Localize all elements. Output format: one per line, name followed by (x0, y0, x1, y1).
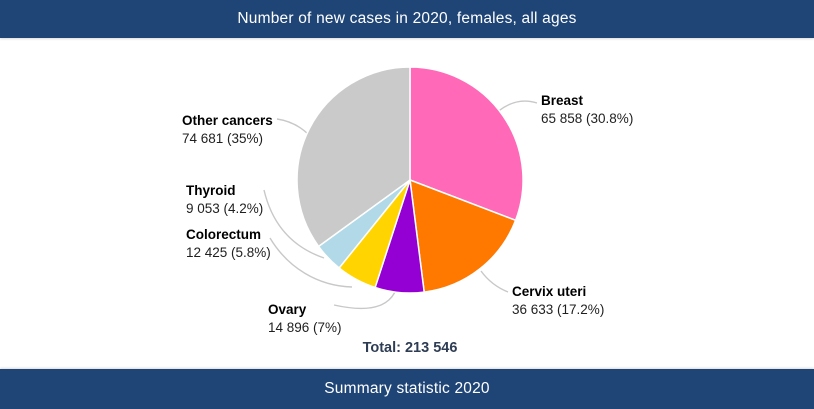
page-title: Number of new cases in 2020, females, al… (237, 10, 577, 27)
total-label: Total: 213 546 (362, 340, 458, 356)
slice-label-cervix-uteri: Cervix uteri 36 633 (17.2%) (512, 283, 604, 319)
pie-slice-breast[interactable] (409, 66, 524, 222)
slice-label-name: Thyroid (186, 183, 236, 198)
slice-label-thyroid: Thyroid 9 053 (4.2%) (186, 182, 263, 218)
leader-line-colorectum (269, 237, 353, 288)
slice-label-value: 14 896 (7%) (268, 320, 342, 335)
slice-label-name: Breast (541, 93, 584, 108)
header-bar: Number of new cases in 2020, females, al… (0, 0, 814, 38)
slice-label-value: 74 681 (35%) (182, 131, 264, 146)
slice-label-name: Other cancers (182, 113, 273, 128)
slice-label-other-cancers: Other cancers 74 681 (35%) (182, 112, 273, 148)
footer-bar: Summary statistic 2020 (0, 369, 814, 409)
slice-label-name: Cervix uteri (512, 284, 587, 299)
leader-line-other-cancers (276, 118, 310, 136)
slice-label-name: Ovary (268, 302, 307, 317)
slice-label-ovary: Ovary 14 896 (7%) (268, 301, 342, 337)
slice-label-breast: Breast 65 858 (30.8%) (541, 92, 633, 128)
slice-label-value: 9 053 (4.2%) (186, 201, 264, 216)
slice-label-name: Colorectum (186, 227, 262, 242)
slice-label-value: 12 425 (5.8%) (186, 245, 271, 260)
pie-slice-other-cancers[interactable] (296, 66, 411, 248)
slice-label-value: 65 858 (30.8%) (541, 111, 634, 126)
footer-title: Summary statistic 2020 (324, 380, 490, 397)
leader-line-cervix-uteri (480, 270, 509, 293)
leader-line-thyroid (263, 189, 325, 259)
slice-label-colorectum: Colorectum 12 425 (5.8%) (186, 226, 271, 262)
pie-slice-cervix-uteri[interactable] (409, 179, 517, 293)
slice-label-value: 36 633 (17.2%) (512, 302, 605, 317)
